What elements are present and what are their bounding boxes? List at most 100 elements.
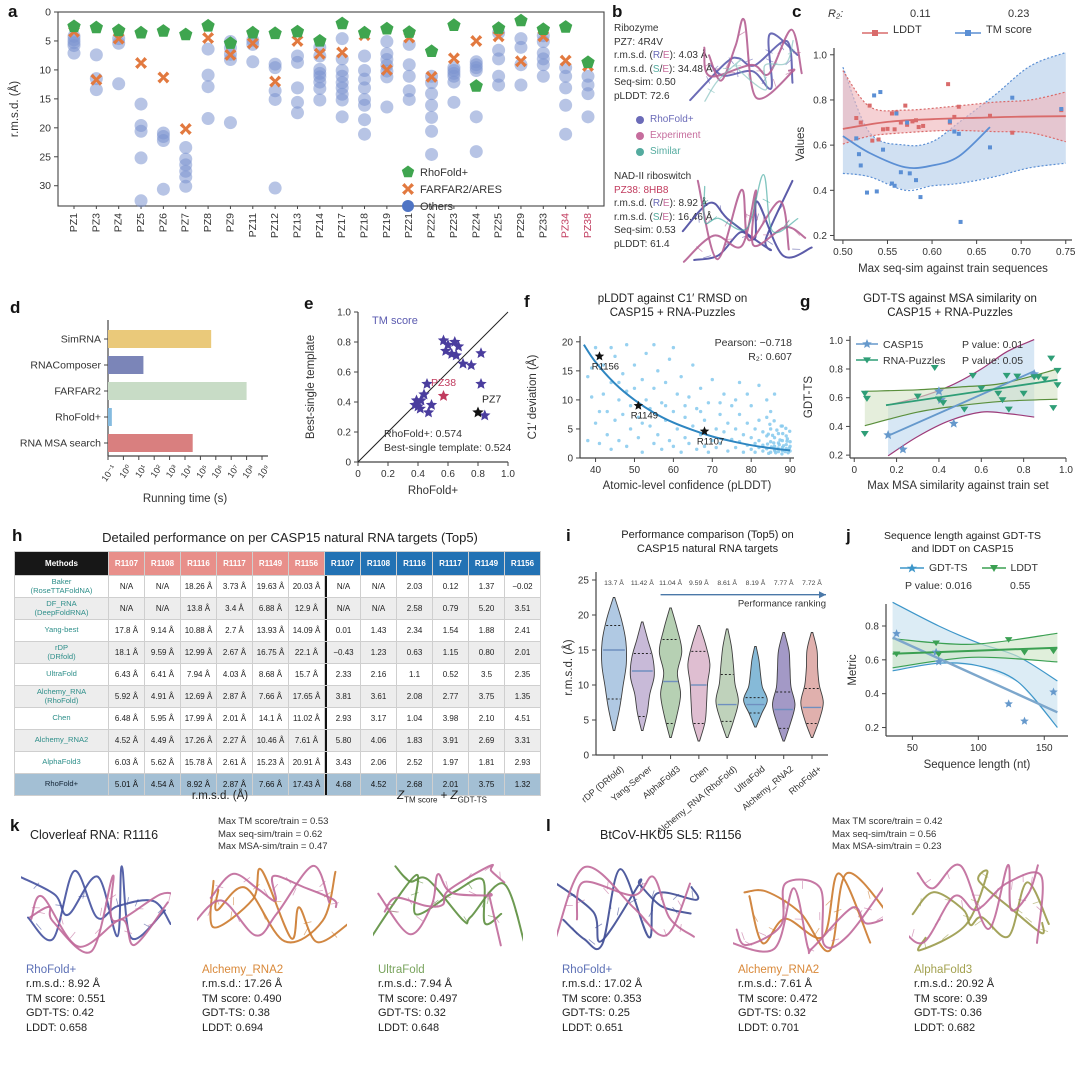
table-header-cell: Methods	[15, 552, 108, 575]
svg-text:Sequence length (nt): Sequence length (nt)	[924, 759, 1031, 771]
metric-line: GDT-TS: 0.32	[378, 1007, 446, 1019]
table-cell: 6.43 Å	[109, 664, 144, 685]
svg-text:0.2: 0.2	[829, 451, 843, 462]
svg-text:RhoFold+: RhoFold+	[55, 412, 101, 424]
table-cell: 7.94 Å	[181, 664, 216, 685]
table-cell: 4.06	[361, 730, 396, 751]
legend-dot-icon	[636, 148, 644, 156]
svg-text:R1107: R1107	[697, 436, 724, 447]
table-cell: 2.87 Å	[217, 686, 252, 707]
metric-line: r.m.s.d.: 7.94 Å	[378, 978, 452, 990]
panel-k-title: Cloverleaf RNA: R1116	[30, 828, 159, 842]
table-cell: 2.10	[469, 708, 504, 729]
metric-line: GDT-TS: 0.25	[562, 1007, 630, 1019]
metric-line: GDT-TS: 0.38	[202, 1007, 270, 1019]
table-cell: 7.61 Å	[289, 730, 324, 751]
svg-text:20: 20	[39, 122, 51, 134]
svg-text:PZ13: PZ13	[291, 213, 303, 238]
svg-text:PZ18: PZ18	[359, 213, 371, 238]
table-cell: 5.01 Å	[109, 774, 144, 795]
legend-item: Similar	[636, 144, 701, 160]
panel-label-g: g	[800, 292, 811, 311]
panel-j-title: Sequence length against GDT-TS and lDDT o…	[883, 530, 1041, 555]
table-cell: RhoFold+	[15, 774, 108, 795]
table-cell: 8.68 Å	[253, 664, 288, 685]
svg-text:5: 5	[45, 35, 51, 47]
table-cell: 0.79	[433, 598, 468, 619]
svg-text:PZ12: PZ12	[269, 213, 281, 238]
metric-rmsd-re: r.m.s.d. (R/E): 4.03 Å	[614, 50, 708, 61]
table-cell: 2.52	[397, 752, 432, 773]
panel-f-title: pLDDT against C1′ RMSD on CASP15 + RNA-Pu…	[597, 293, 748, 319]
table-footer-left: r.m.s.d. (Å)	[191, 790, 249, 802]
svg-text:PZ14: PZ14	[314, 213, 326, 238]
table-cell: 1.15	[433, 642, 468, 663]
legend-dot-icon	[636, 116, 644, 124]
table-cell: 2.01 Å	[217, 708, 252, 729]
svg-text:Others: Others	[420, 201, 454, 213]
svg-text:0.2: 0.2	[890, 465, 904, 476]
svg-text:R1149: R1149	[631, 411, 658, 422]
svg-text:GDT-TS: GDT-TS	[803, 376, 815, 418]
svg-text:PZ7: PZ7	[180, 213, 192, 232]
table-cell: 4.51	[505, 708, 540, 729]
table-cell: 9.14 Å	[145, 620, 180, 641]
svg-text:Metric: Metric	[847, 654, 859, 686]
svg-text:RNAComposer: RNAComposer	[30, 360, 101, 372]
table-cell: 6.88 Å	[253, 598, 288, 619]
svg-text:Running time (s): Running time (s)	[143, 493, 228, 505]
table-cell: 1.1	[397, 664, 432, 685]
svg-text:PZ33: PZ33	[537, 213, 549, 238]
svg-text:90: 90	[785, 465, 797, 476]
metric-line: LDDT: 0.682	[914, 1021, 976, 1034]
svg-text:0.8: 0.8	[813, 95, 827, 106]
svg-text:PZ29: PZ29	[515, 213, 527, 238]
table-cell: 3.43	[325, 752, 360, 773]
table-cell: 18.26 Å	[181, 576, 216, 597]
metric-line: LDDT: 0.648	[378, 1021, 440, 1034]
lddt-legend-icon	[862, 30, 888, 36]
svg-text:PZ11: PZ11	[247, 213, 259, 237]
svg-text:Best-single template: 0.524: Best-single template: 0.524	[384, 442, 511, 454]
method-name: RhoFold+	[26, 964, 77, 976]
panel-l-cards: RhoFold+ r.m.s.d.: 17.02 Å TM score: 0.353…	[544, 856, 1072, 1035]
metric-line: TM score: 0.353	[562, 992, 642, 1005]
table-cell: 3.31	[505, 730, 540, 751]
metric-line: TM score: 0.490	[202, 992, 282, 1005]
table-cell: 8.92 Å	[181, 774, 216, 795]
svg-text:Values: Values	[795, 127, 807, 162]
panel-l-title: BtCoV-HKU5 SL5: R1156	[600, 828, 742, 842]
svg-text:PZ17: PZ17	[336, 213, 348, 238]
tm-legend-icon	[955, 30, 981, 36]
structure-group-name: NAD-II riboswitch	[614, 171, 692, 182]
panel-label-a: a	[8, 2, 18, 21]
svg-text:PZ23: PZ23	[448, 213, 460, 238]
table-cell: 4.49 Å	[145, 730, 180, 751]
svg-text:PZ7: PZ7	[482, 394, 501, 406]
svg-text:0.55: 0.55	[878, 247, 898, 258]
table-cell: 3.73 Å	[217, 576, 252, 597]
gdt-legend-icon	[900, 563, 924, 573]
legend-item: RhoFold+	[636, 112, 701, 128]
svg-text:50: 50	[907, 743, 919, 754]
svg-text:0.75: 0.75	[1056, 247, 1076, 258]
svg-text:C1′ deviation (Å): C1′ deviation (Å)	[526, 355, 539, 440]
table-cell: 2.61 Å	[217, 752, 252, 773]
table-title: Detailed performance on per CASP15 natur…	[102, 530, 478, 545]
metric-line: TM score: 0.472	[738, 992, 818, 1005]
rna-structure-image	[373, 863, 523, 947]
table-cell: 3.61	[361, 686, 396, 707]
rna-structure-image	[733, 872, 883, 955]
table-cell: 1.23	[361, 642, 396, 663]
structure-group-name: Ribozyme	[614, 23, 659, 34]
table-cell: 2.93	[505, 752, 540, 773]
plddt-rmsd-chart: R1156 R1149 R1107 Pearson: −0.718 R₂: 0.607 0…	[526, 336, 797, 492]
table-cell: Alchemy_RNA2	[15, 730, 108, 751]
seqsim-regression-chart: 0.2 0.4 0.6 0.8 1.0 0.50 0.55 0.60 0.65 0.70 0.75 M…	[795, 48, 1076, 275]
svg-text:0.6: 0.6	[813, 141, 827, 152]
svg-text:FARFAR2: FARFAR2	[54, 386, 101, 398]
metric-seqsim: Seq-sim: 0.50	[614, 77, 676, 88]
table-cell: 4.91 Å	[145, 686, 180, 707]
table-cell: 1.37	[469, 576, 504, 597]
